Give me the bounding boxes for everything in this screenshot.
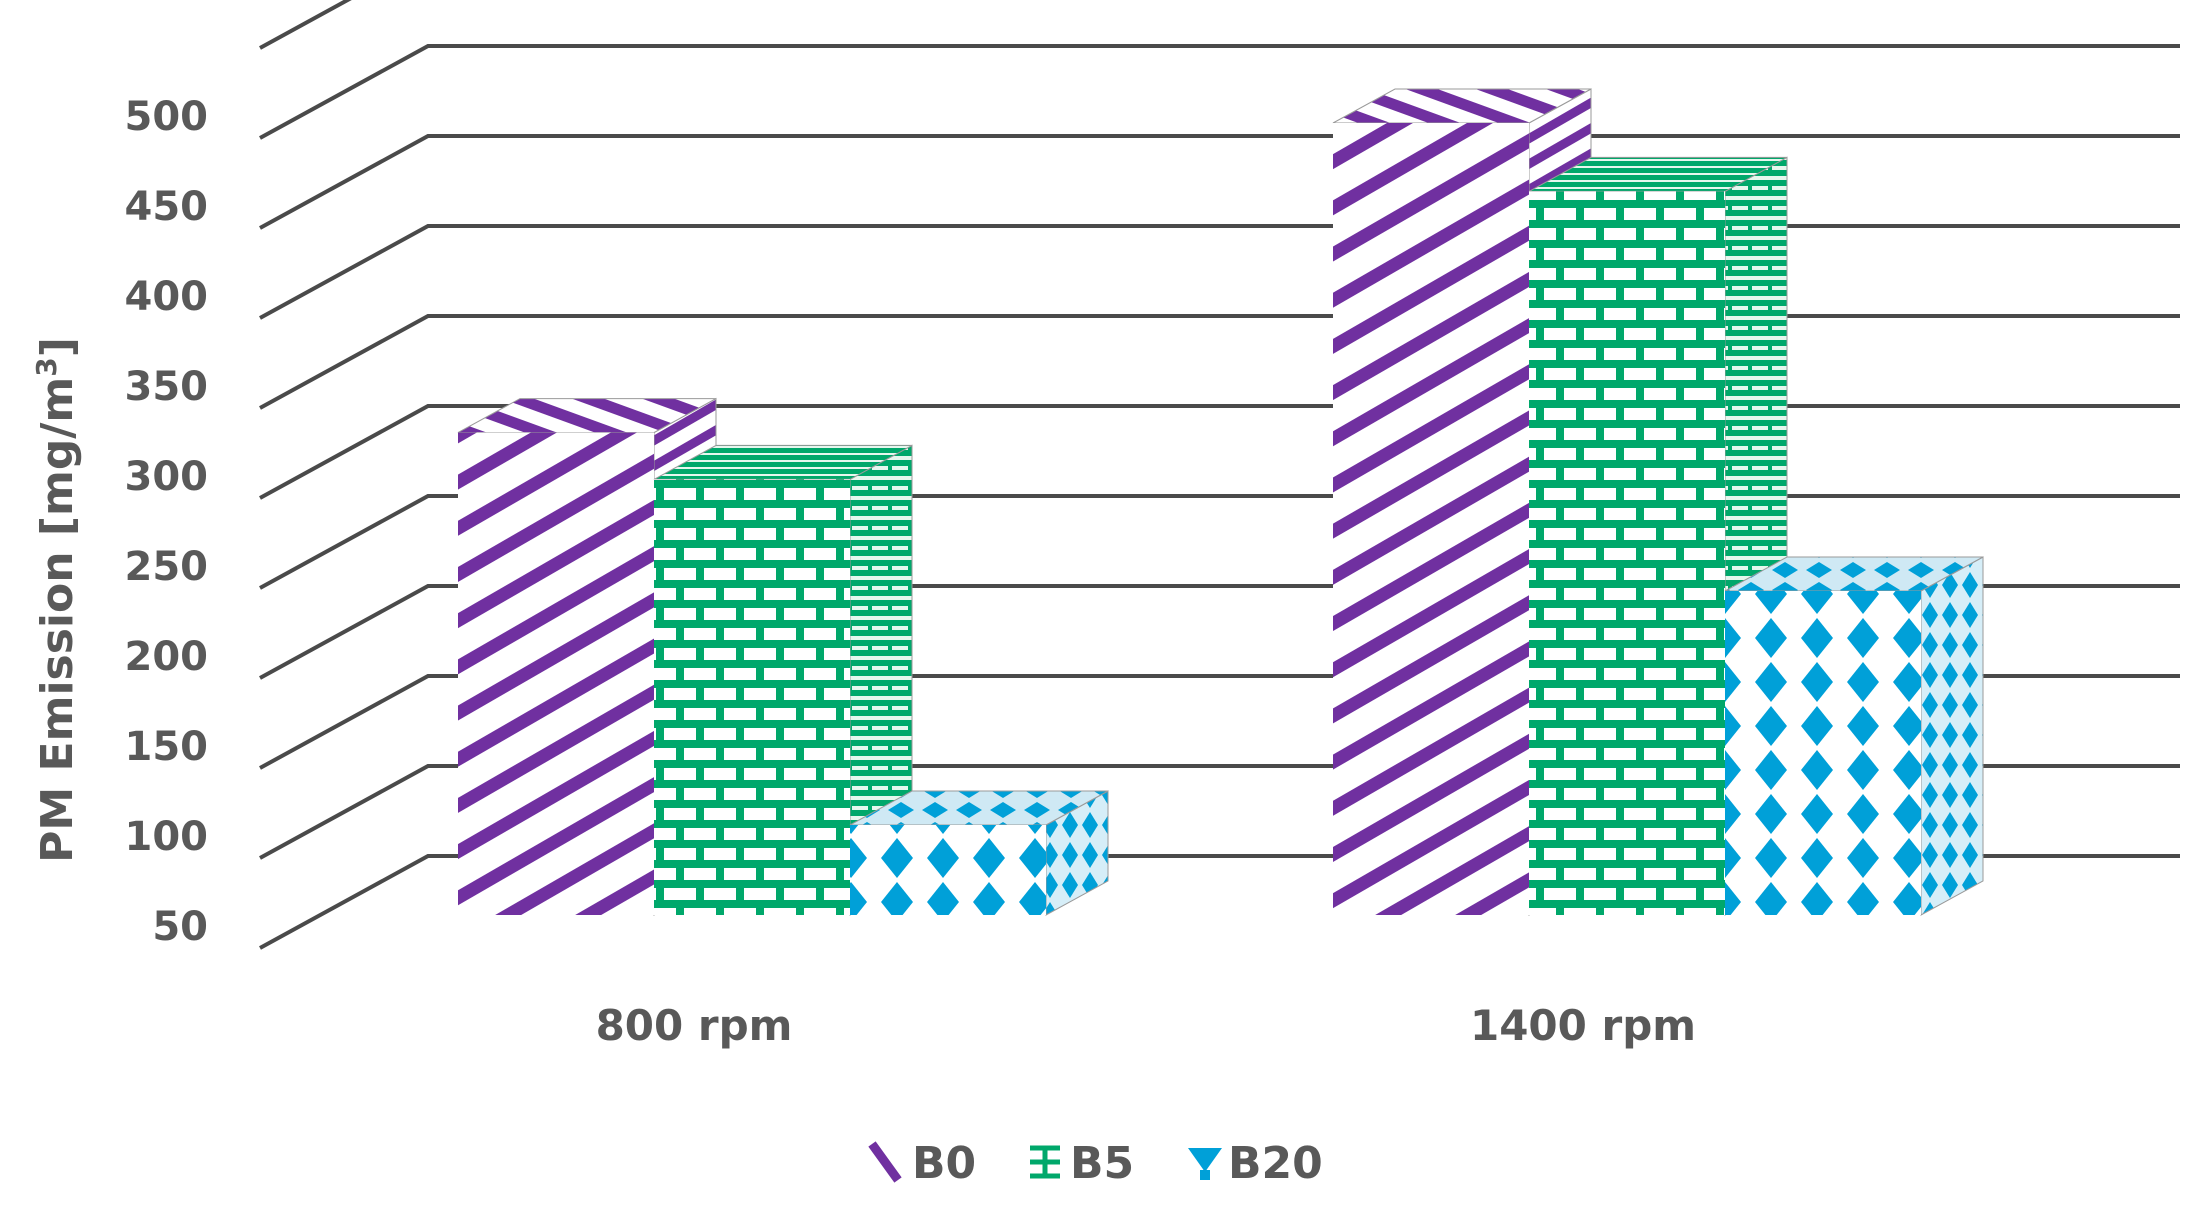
bar-B20-1400-rpm	[1724, 556, 1984, 916]
y-tick-label: 100	[125, 814, 209, 860]
bar-B5-800-rpm	[653, 444, 913, 916]
x-axis-categories: 800 rpm 1400 rpm	[596, 1001, 1696, 1050]
x-category-label: 800 rpm	[596, 1001, 793, 1050]
legend-label: B20	[1228, 1138, 1323, 1189]
y-tick-label: 250	[125, 544, 209, 590]
legend-label: B0	[912, 1138, 976, 1189]
bar-B20-800-rpm	[849, 790, 1109, 916]
gridline	[259, 44, 2180, 140]
y-axis-title: PM Emission [mg/m3]	[30, 337, 83, 863]
legend-item-B5: B5	[1030, 1138, 1134, 1189]
y-tick-label: 150	[125, 724, 209, 770]
y-axis-ticks: 50 100 150 200 250 300 350 400 450 500	[125, 94, 209, 950]
bars	[457, 88, 1984, 916]
legend-item-B20: B20	[1188, 1138, 1323, 1189]
y-tick-label: 350	[125, 364, 209, 410]
gridline	[259, 314, 2180, 410]
y-tick-label: 300	[125, 454, 209, 500]
y-tick-label: 200	[125, 634, 209, 680]
legend-item-B0: B0	[868, 1138, 976, 1189]
legend: B0 B5 B20	[868, 1138, 1323, 1189]
gridline	[259, 224, 2180, 320]
gridline	[259, 134, 2180, 230]
y-tick-label: 450	[125, 184, 209, 230]
y-tick-label: 400	[125, 274, 209, 320]
legend-label: B5	[1070, 1138, 1134, 1189]
gridlines	[259, 0, 2180, 950]
gridline	[259, 0, 352, 50]
y-tick-label: 50	[152, 904, 208, 950]
y-tick-label: 500	[125, 94, 209, 140]
x-category-label: 1400 rpm	[1470, 1001, 1696, 1050]
